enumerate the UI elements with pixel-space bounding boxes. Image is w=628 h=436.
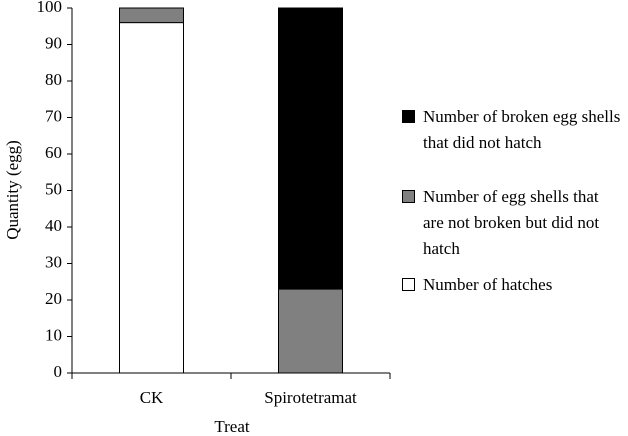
- legend-swatch: [402, 110, 415, 123]
- bar-segment: [278, 288, 343, 374]
- legend-label: Number of broken egg shells that did not…: [423, 107, 621, 152]
- legend-entry: Number of egg shells that are not broken…: [400, 184, 622, 262]
- bar-segment: [119, 7, 184, 24]
- y-tick-label: 100: [37, 0, 63, 16]
- y-tick-label: 30: [45, 252, 62, 271]
- legend-label: Number of egg shells that are not broken…: [423, 187, 600, 258]
- x-tick-label: Spirotetramat: [264, 388, 357, 407]
- y-tick-label: 40: [45, 216, 62, 235]
- x-axis-label: Treat: [214, 417, 250, 436]
- y-tick-label: 90: [45, 33, 62, 52]
- bar-segment: [278, 7, 343, 290]
- y-tick-label: 20: [45, 289, 62, 308]
- y-tick-label: 10: [45, 325, 62, 344]
- legend: Number of broken egg shells that did not…: [400, 104, 622, 298]
- legend-swatch: [402, 190, 415, 203]
- y-tick-label: 80: [45, 70, 62, 89]
- bar-segment: [119, 22, 184, 374]
- y-tick-label: 60: [45, 143, 62, 162]
- y-tick-label: 0: [54, 362, 63, 381]
- legend-entry: Number of broken egg shells that did not…: [400, 104, 622, 156]
- y-axis-label: Quantity (egg): [3, 140, 22, 240]
- legend-label: Number of hatches: [423, 275, 553, 294]
- y-tick-label: 70: [45, 106, 62, 125]
- x-tick-label: CK: [140, 388, 164, 407]
- y-tick-label: 50: [45, 179, 62, 198]
- legend-swatch: [402, 278, 415, 291]
- legend-entry: Number of hatches: [400, 272, 622, 298]
